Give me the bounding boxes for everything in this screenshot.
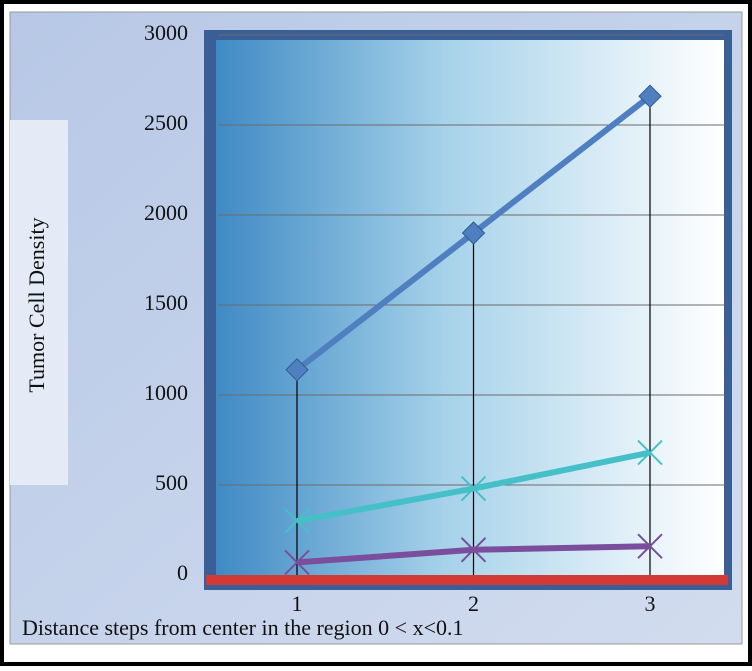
x-axis-floor	[206, 575, 728, 585]
x-tick-label: 1	[292, 591, 303, 616]
y-tick-label: 1000	[144, 380, 188, 405]
plot-layer: 0 500 1000 1500 2000 2500 3000 1 2 3	[144, 20, 724, 616]
marker	[461, 221, 486, 245]
marker	[285, 358, 309, 382]
y-label-box	[10, 120, 68, 485]
marker	[284, 508, 310, 534]
y-tick-label: 500	[155, 470, 188, 495]
x-tick-label: 3	[645, 591, 656, 616]
marker	[637, 439, 663, 466]
marker	[460, 475, 487, 502]
x-tick-label: 2	[468, 591, 479, 616]
y-tick-label: 1500	[144, 290, 188, 315]
marker	[460, 537, 487, 563]
marker	[637, 533, 663, 559]
x-axis-label: Distance steps from center in the region…	[22, 615, 463, 640]
y-tick-label: 3000	[144, 20, 188, 45]
marker	[638, 84, 662, 108]
y-axis-label: Tumor Cell Density	[24, 217, 49, 392]
marker	[284, 549, 310, 576]
plot-area	[216, 40, 724, 575]
y-tick-label: 2000	[144, 200, 188, 225]
y-tick-label: 2500	[144, 110, 188, 135]
y-tick-label: 0	[177, 560, 188, 585]
